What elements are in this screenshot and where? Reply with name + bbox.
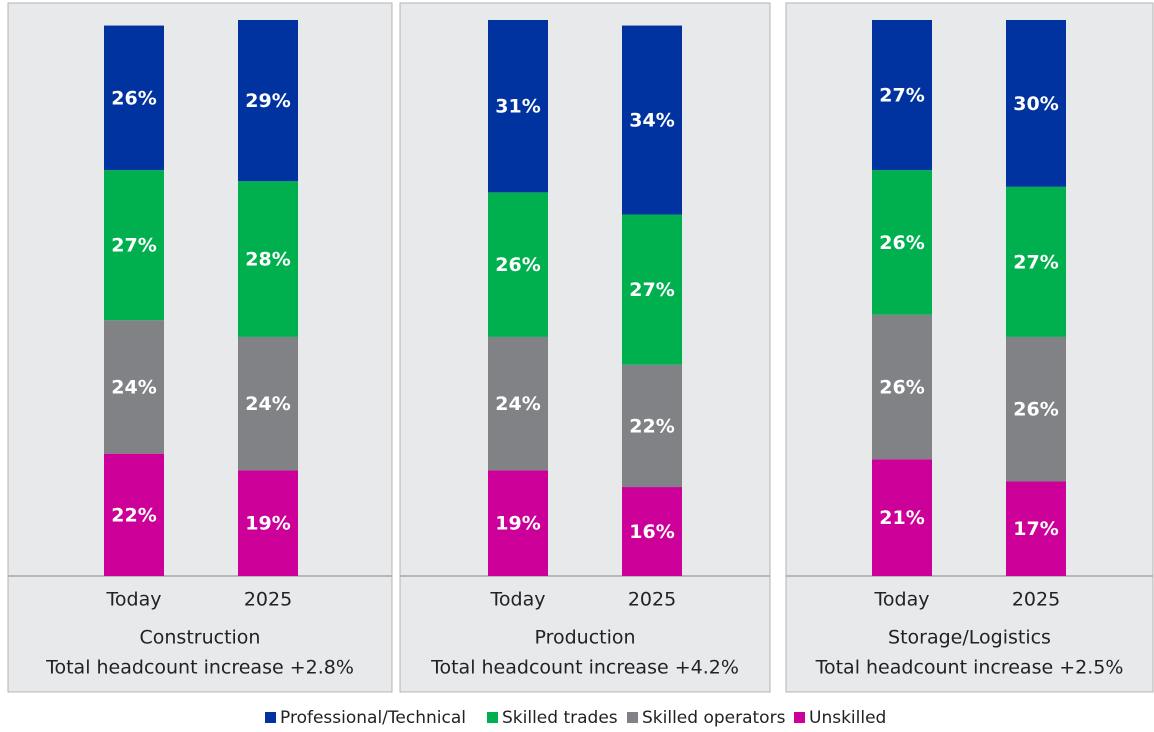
value-label: 24% [495,393,540,415]
value-label: 26% [879,232,924,254]
value-label: 24% [111,376,156,398]
value-label: 31% [495,96,540,118]
value-label: 16% [629,521,674,543]
value-label: 34% [629,110,674,132]
x-tick-label: 2025 [244,589,292,611]
legend-label: Professional/Technical [280,708,466,728]
panel-box [399,2,771,693]
x-tick-label: 2025 [1012,589,1060,611]
value-label: 26% [111,87,156,109]
legend-label: Unskilled [809,708,886,728]
bar-segment [104,453,164,576]
bar-segment [104,170,164,321]
value-label: 30% [1013,93,1058,115]
value-label: 24% [245,393,290,415]
bar-segment [104,25,164,171]
value-label: 27% [1013,251,1058,273]
legend-label: Skilled trades [502,708,618,728]
value-label: 26% [495,254,540,276]
bar-segment [1006,481,1066,576]
panel-subtitle: Total headcount increase +2.8% [45,657,354,679]
bar-segment [488,470,548,576]
bar-segment [238,470,298,576]
panel-box [785,2,1154,693]
bar-segment [1006,20,1066,187]
value-label: 26% [1013,399,1058,421]
bar-segment [872,314,932,460]
bar-segment [872,459,932,576]
bar-segment [238,181,298,337]
value-label: 22% [111,504,156,526]
x-tick-label: 2025 [628,589,676,611]
bar-segment [872,20,932,171]
bar-segment [488,192,548,337]
value-label: 29% [245,90,290,112]
legend-swatch [627,712,638,723]
bar-segment [488,336,548,471]
legend-swatch [265,712,276,723]
panel-title: Construction [140,627,261,649]
bar-segment [238,336,298,471]
legend-label: Skilled operators [642,708,786,728]
value-label: 19% [245,513,290,535]
panel-title: Storage/Logistics [888,627,1051,649]
x-tick-label: Today [490,589,546,611]
legend-swatch [794,712,805,723]
panel-box [7,2,393,693]
value-label: 27% [879,85,924,107]
panel-subtitle: Total headcount increase +2.5% [815,657,1124,679]
bar-segment [622,364,682,488]
value-label: 21% [879,507,924,529]
value-label: 26% [879,376,924,398]
value-label: 22% [629,415,674,437]
bar-segment [104,320,164,454]
value-label: 28% [245,249,290,271]
bar-segment [872,170,932,315]
value-label: 19% [495,513,540,535]
x-tick-label: Today [874,589,930,611]
value-label: 17% [1013,518,1058,540]
bar-segment [1006,186,1066,337]
bar-segment [622,25,682,215]
panel-subtitle: Total headcount increase +4.2% [430,657,739,679]
x-tick-label: Today [106,589,162,611]
bar-segment [622,487,682,576]
value-label: 27% [629,279,674,301]
bar-segment [1006,336,1066,482]
bar-segment [238,20,298,182]
value-label: 27% [111,235,156,257]
legend-swatch [487,712,498,723]
bar-segment [488,20,548,193]
panel-title: Production [534,627,635,649]
bar-segment [622,214,682,365]
